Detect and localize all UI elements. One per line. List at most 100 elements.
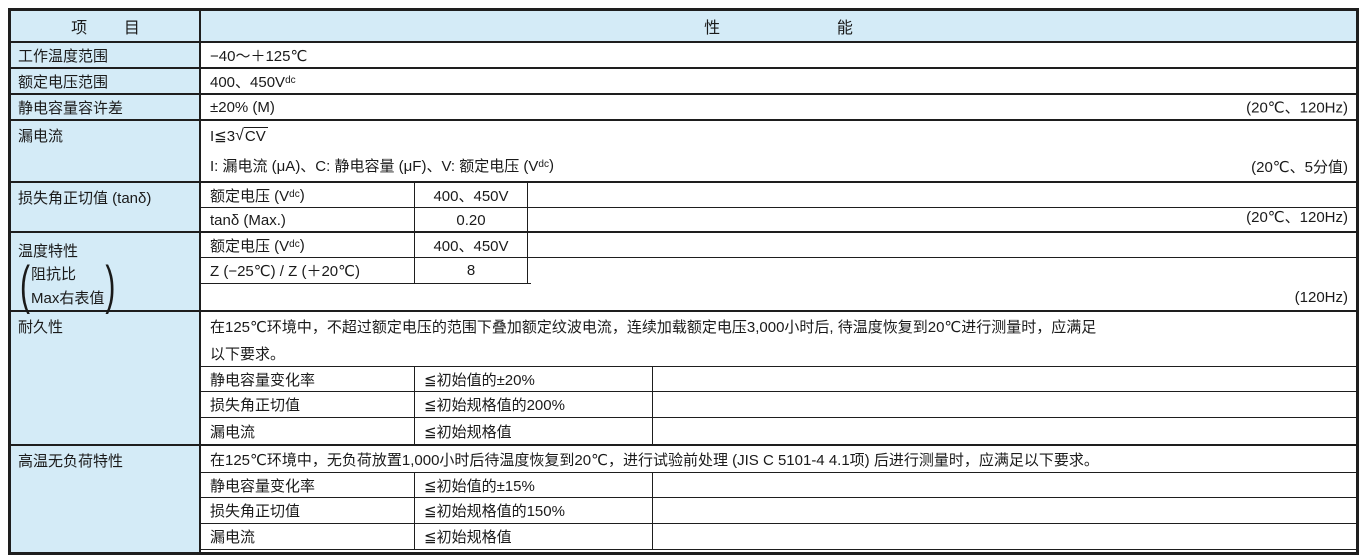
header-performance-label: 性能 [704, 20, 970, 37]
radical-sign: √ [235, 127, 244, 144]
row-operating-temp: 工作温度范围 −40〜＋125℃ [11, 43, 1356, 69]
tan-delta-label-cell: 损失角正切值 (tanδ) [11, 183, 201, 231]
endurance-capacitance-name: 静电容量变化率 [210, 371, 316, 389]
endurance-tan-delta-name: 损失角正切值 [210, 397, 301, 414]
high-temp-subrow-capacitance: 静电容量变化率 ≦初始值的±15% [201, 472, 1356, 498]
tan-delta-subrow-voltage: 额定电压 (V dc) 400、450V [201, 183, 1356, 208]
high-temp-label: 高温无负荷特性 [18, 453, 124, 470]
temp-char-impedance-value: 8 [466, 262, 476, 279]
row-rated-voltage: 额定电压范围 400、450V dc [11, 69, 1356, 95]
high-temp-capacitance-value: ≦初始值的±15% [424, 477, 535, 495]
temp-char-subrow-impedance: Z (−25℃) / Z (＋20℃) 8 [201, 258, 531, 284]
operating-temp-label: 工作温度范围 [18, 47, 109, 65]
temp-char-voltage-subscript: dc [289, 239, 300, 250]
temp-char-impedance-name: Z (−25℃) / Z (＋20℃) [210, 263, 360, 280]
endurance-description-line1: 在125℃环境中，不超过额定电压的范围下叠加额定纹波电流，连续加载额定电压3,0… [210, 318, 1097, 336]
temp-char-voltage-name-suffix: ) [299, 236, 305, 254]
temp-char-condition: (120Hz) [1294, 289, 1348, 306]
temp-char-voltage-value-cell: 400、450V [415, 233, 528, 257]
temp-characteristics-value-cell: 额定电压 (V dc) 400、450V Z (−25℃) / Z (＋20℃) … [201, 233, 1356, 310]
rated-voltage-label: 额定电压范围 [18, 73, 109, 91]
endurance-description-line2: 以下要求。 [210, 345, 286, 363]
operating-temp-value: −40〜＋125℃ [210, 47, 308, 65]
leakage-legend-text: I: 漏电流 (μA)、C: 静电容量 (μF)、V: 额定电压 (V [210, 157, 539, 175]
max-table-note: Max右表值 [31, 290, 105, 307]
capacitance-tolerance-condition: (20℃、120Hz) [1246, 99, 1348, 117]
leakage-legend-suffix: ) [548, 156, 554, 174]
high-temp-value-cell: 在125℃环境中，无负荷放置1,000小时后待温度恢复到20℃，进行试验前处理 … [201, 446, 1356, 552]
endurance-tan-delta-value: ≦初始规格值的200% [424, 397, 565, 414]
temp-characteristics-paren-lines: 阻抗比 Max右表值 [31, 263, 104, 311]
endurance-subrow-tan-delta: 损失角正切值 ≦初始规格值的200% [201, 392, 1356, 418]
endurance-capacitance-value: ≦初始值的±20% [424, 371, 535, 389]
open-paren: ( [20, 257, 30, 315]
temp-char-impedance-name-cell: Z (−25℃) / Z (＋20℃) [201, 258, 415, 283]
endurance-subrow-capacitance: 静电容量变化率 ≦初始值的±20% [201, 366, 1356, 392]
high-temp-tan-delta-value: ≦初始规格值的150% [424, 503, 565, 520]
temp-char-voltage-value: 400、450V [433, 237, 509, 255]
leakage-legend-subscript: dc [538, 159, 549, 170]
capacitance-tolerance-value: ±20% (M) [210, 98, 275, 116]
high-temp-leakage-value-cell: ≦初始规格值 [415, 524, 653, 549]
endurance-capacitance-name-cell: 静电容量变化率 [201, 367, 415, 391]
impedance-ratio-label: 阻抗比 [31, 266, 77, 283]
operating-temp-label-cell: 工作温度范围 [11, 43, 201, 67]
leakage-value-cell: I≦3 √ CV I: 漏电流 (μA)、C: 静电容量 (μF)、V: 额定电压… [201, 121, 1356, 181]
tan-delta-voltage-value-cell: 400、450V [415, 183, 528, 207]
high-temp-tan-delta-name: 损失角正切值 [210, 503, 301, 520]
high-temp-tan-delta-name-cell: 损失角正切值 [201, 498, 415, 523]
leakage-formula-prefix: I≦3 [210, 128, 236, 145]
header-performance-cell: 性能 [201, 11, 1356, 41]
row-endurance: 耐久性 在125℃环境中，不超过额定电压的范围下叠加额定纹波电流，连续加载额定电… [11, 312, 1356, 446]
temp-char-voltage-name-cell: 额定电压 (V dc) [201, 233, 415, 257]
leakage-condition: (20℃、5分值) [1251, 159, 1348, 176]
rated-voltage-value-cell: 400、450V dc [201, 69, 1356, 93]
temp-char-impedance-value-cell: 8 [415, 258, 528, 283]
tan-delta-condition: (20℃、120Hz) [1246, 209, 1348, 226]
tan-delta-max-value: 0.20 [456, 212, 486, 229]
table-header-row: 项目 性能 [11, 11, 1356, 43]
header-item-label: 项目 [71, 20, 177, 37]
rated-voltage-value-subscript: dc [285, 75, 296, 86]
endurance-subrow-leakage: 漏电流 ≦初始规格值 [201, 418, 1356, 444]
capacitance-tolerance-label: 静电容量容许差 [18, 99, 124, 117]
tan-delta-voltage-name: 额定电压 (V [210, 187, 290, 205]
tan-delta-subrow-max: tanδ (Max.) 0.20 [201, 208, 1356, 233]
endurance-leakage-name: 漏电流 [210, 423, 256, 441]
high-temp-subrow-leakage: 漏电流 ≦初始规格值 [201, 524, 1356, 550]
high-temp-capacitance-name: 静电容量变化率 [210, 477, 316, 495]
high-temp-capacitance-value-cell: ≦初始值的±15% [415, 473, 653, 497]
tan-delta-voltage-name-cell: 额定电压 (V dc) [201, 183, 415, 207]
leakage-legend: I: 漏电流 (μA)、C: 静电容量 (μF)、V: 额定电压 (V dc) [201, 151, 1356, 179]
high-temp-capacitance-name-cell: 静电容量变化率 [201, 473, 415, 497]
capacitance-tolerance-value-cell: ±20% (M) (20℃、120Hz) [201, 95, 1356, 119]
tan-delta-value-cell: 额定电压 (V dc) 400、450V tanδ (Max.) 0.20 (20… [201, 183, 1356, 233]
endurance-leakage-value: ≦初始规格值 [424, 423, 512, 441]
high-temp-description: 在125℃环境中，无负荷放置1,000小时后待温度恢复到20℃，进行试验前处理 … [210, 451, 1099, 469]
high-temp-leakage-value: ≦初始规格值 [424, 529, 512, 546]
row-tan-delta: 损失角正切值 (tanδ) 额定电压 (V dc) 400、450V tanδ (… [11, 183, 1356, 233]
temp-characteristics-paren-note: ( 阻抗比 Max右表值 ) [19, 257, 193, 315]
close-paren: ) [105, 257, 116, 315]
rated-voltage-value: 400、450V [210, 73, 286, 91]
temp-characteristics-label: 温度特性 [18, 242, 79, 260]
temp-char-voltage-name: 额定电压 (V [210, 237, 290, 255]
spec-table: 项目 性能 工作温度范围 −40〜＋125℃ 额定电压范围 400、450V dc… [8, 8, 1359, 555]
endurance-leakage-value-cell: ≦初始规格值 [415, 418, 653, 444]
tan-delta-max-name-cell: tanδ (Max.) [201, 208, 415, 233]
high-temp-subrow-tan-delta: 损失角正切值 ≦初始规格值的150% [201, 498, 1356, 524]
high-temp-leakage-name: 漏电流 [210, 529, 256, 546]
header-item-cell: 项目 [11, 11, 201, 41]
endurance-label-cell: 耐久性 [11, 312, 201, 444]
endurance-value-cell: 在125℃环境中，不超过额定电压的范围下叠加额定纹波电流，连续加载额定电压3,0… [201, 312, 1356, 444]
leakage-label-cell: 漏电流 [11, 121, 201, 181]
endurance-label: 耐久性 [18, 319, 64, 336]
rated-voltage-label-cell: 额定电压范围 [11, 69, 201, 93]
temp-char-subrow-voltage: 额定电压 (V dc) 400、450V [201, 233, 1356, 258]
high-temp-label-cell: 高温无负荷特性 [11, 446, 201, 552]
tan-delta-voltage-subscript: dc [289, 189, 300, 200]
tan-delta-label: 损失角正切值 (tanδ) [18, 190, 152, 207]
tan-delta-max-name: tanδ (Max.) [210, 212, 286, 229]
endurance-capacitance-value-cell: ≦初始值的±20% [415, 367, 653, 391]
tan-delta-voltage-name-suffix: ) [299, 186, 305, 204]
